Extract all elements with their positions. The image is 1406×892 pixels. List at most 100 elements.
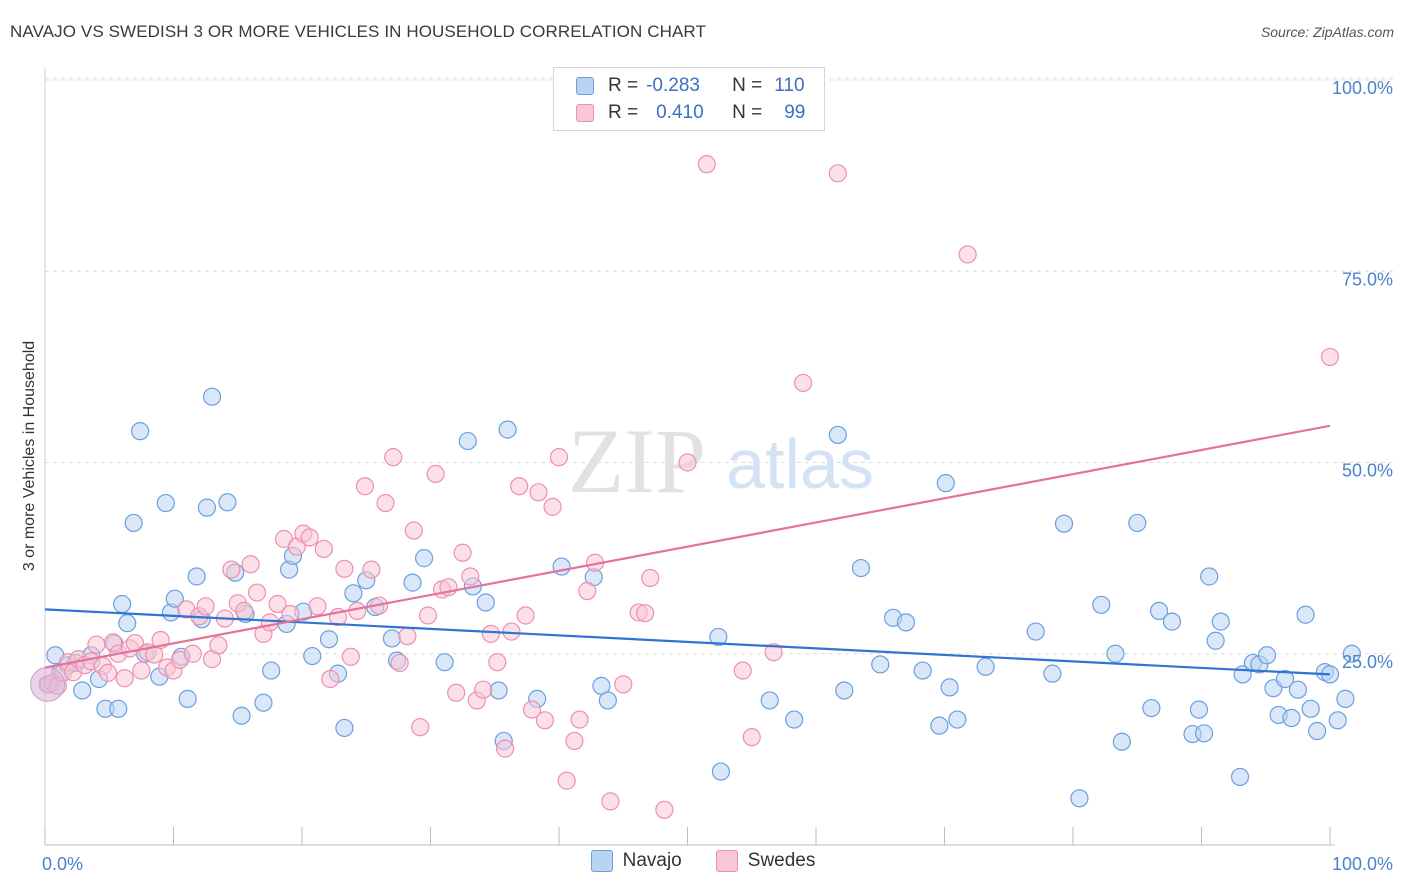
navajo-point xyxy=(112,594,132,614)
r-value: -0.283 xyxy=(646,75,700,96)
swedes-point xyxy=(565,731,584,751)
swedes-point xyxy=(341,647,360,666)
navajo-point xyxy=(498,420,517,439)
navajo-legend-swatch xyxy=(590,850,613,872)
stats-row-navajo: R = -0.283 N = 110 xyxy=(576,73,805,99)
swedes-point xyxy=(958,245,977,264)
y-tick-label: 100.0% xyxy=(1332,78,1393,98)
navajo-point xyxy=(414,549,434,568)
navajo-point xyxy=(73,681,92,700)
x-tick-label: 0.0% xyxy=(42,854,83,874)
swedes-point xyxy=(87,635,106,654)
navajo-point xyxy=(1043,664,1062,683)
swedes-point xyxy=(390,653,409,673)
swedes-point xyxy=(549,448,569,467)
swedes-point xyxy=(535,711,554,730)
navajo-point xyxy=(1142,698,1161,718)
swedes-point xyxy=(641,568,660,588)
stats-row-swedes: R = 0.410 N = 99 xyxy=(576,100,805,126)
navajo-point xyxy=(130,422,150,441)
swedes-point xyxy=(98,663,118,682)
tick-labels: 25.0% 50.0% 75.0% 100.0% 0.0% 100.0% xyxy=(42,78,1393,874)
swedes-point xyxy=(314,539,333,559)
swedes-point xyxy=(543,497,562,516)
navajo-point xyxy=(760,691,779,710)
navajo-point xyxy=(118,614,137,633)
swedes-point xyxy=(635,604,655,623)
navajo-point xyxy=(1230,767,1250,787)
swedes-point xyxy=(614,675,633,694)
navajo-swatch xyxy=(576,77,594,95)
swedes-point xyxy=(678,453,697,472)
swedes-point xyxy=(209,636,228,655)
source-label: Source: ZipAtlas.com xyxy=(1260,24,1394,40)
swedes-point xyxy=(132,661,151,680)
swedes-point xyxy=(411,718,430,737)
swedes-point xyxy=(495,739,515,758)
navajo-point xyxy=(871,655,890,674)
swedes-point xyxy=(362,560,381,579)
navajo-point xyxy=(109,699,128,718)
swedes-point xyxy=(529,483,548,502)
swedes-point xyxy=(481,624,500,643)
swedes-point xyxy=(522,700,542,719)
navajo-point xyxy=(1275,669,1295,689)
swedes-swatch xyxy=(576,104,594,122)
navajo-point xyxy=(458,431,477,451)
swedes-point xyxy=(488,653,507,672)
navajo-point xyxy=(262,661,281,680)
cluster-point xyxy=(30,666,66,702)
swedes-point xyxy=(260,613,279,632)
y-axis-label: 3 or more Vehicles in Household xyxy=(21,341,38,571)
navajo-point xyxy=(1149,601,1169,621)
swedes-point xyxy=(447,683,466,702)
swedes-point xyxy=(474,680,493,699)
navajo-point xyxy=(940,678,959,697)
navajo-point xyxy=(948,710,967,729)
swedes-point xyxy=(183,644,202,663)
navajo-point xyxy=(254,693,273,712)
swedes-point xyxy=(235,601,254,621)
legend-label-navajo: Navajo xyxy=(622,850,682,871)
navajo-point xyxy=(335,718,354,738)
swedes-point xyxy=(461,567,480,586)
navajo-point xyxy=(435,653,454,672)
navajo-point xyxy=(1296,605,1315,624)
navajo-point xyxy=(489,681,508,700)
n-label: N = xyxy=(732,75,763,96)
navajo-point xyxy=(1026,622,1045,641)
watermark: ZIP atlas xyxy=(568,410,874,512)
navajo-point xyxy=(1162,612,1182,631)
navajo-trend-line xyxy=(44,608,1331,676)
swedes-point xyxy=(300,528,319,547)
swedes-point xyxy=(404,521,423,540)
r-value: 0.410 xyxy=(656,102,704,123)
n-value: 110 xyxy=(774,75,805,96)
swedes-point xyxy=(196,597,215,616)
navajo-point xyxy=(1308,721,1327,741)
swedes-point xyxy=(570,710,589,729)
swedes-point xyxy=(426,464,445,484)
navajo-point xyxy=(303,646,322,666)
swedes-trend-line xyxy=(44,424,1331,669)
navajo-point xyxy=(1054,514,1074,533)
navajo-point xyxy=(835,681,854,700)
navajo-point xyxy=(382,629,402,648)
y-tick-label: 50.0% xyxy=(1342,461,1393,481)
swedes-point xyxy=(268,594,287,614)
legend-item-swedes: Swedes xyxy=(715,850,815,872)
navajo-point xyxy=(976,657,995,676)
data-points xyxy=(30,155,1361,819)
r-label: R = xyxy=(608,75,639,96)
navajo-point xyxy=(218,493,237,512)
swedes-point xyxy=(828,164,847,183)
navajo-point xyxy=(1257,646,1277,665)
navajo-point xyxy=(156,493,175,513)
chart-title: NAVAJO VS SWEDISH 3 OR MORE VEHICLES IN … xyxy=(10,22,706,41)
navajo-point xyxy=(1328,711,1347,730)
navajo-point xyxy=(344,584,363,603)
trend-lines xyxy=(44,424,1331,676)
swedes-point xyxy=(557,771,576,790)
swedes-point xyxy=(601,792,620,811)
